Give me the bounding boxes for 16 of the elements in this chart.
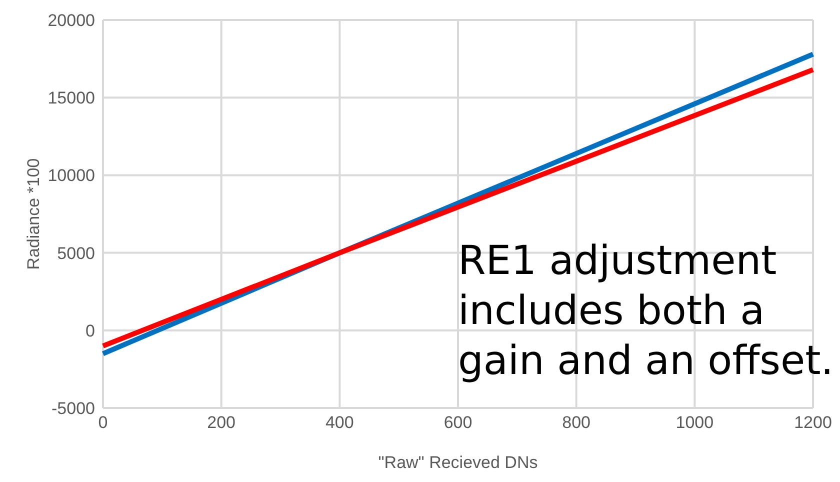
y-tick-label: 10000 <box>48 166 95 186</box>
y-tick-label: 0 <box>86 321 95 340</box>
x-tick-label: 1000 <box>676 413 714 432</box>
x-tick-label: 400 <box>325 413 354 432</box>
x-tick-label: 0 <box>98 413 108 432</box>
y-tick-label: -5000 <box>52 399 95 418</box>
x-tick-label: 1200 <box>794 413 832 432</box>
y-tick-label: 20000 <box>48 11 95 30</box>
y-tick-label: 15000 <box>48 88 95 108</box>
x-tick-label: 600 <box>444 413 472 432</box>
x-axis-title: "Raw" Recieved DNs <box>378 453 538 472</box>
x-tick-label: 800 <box>562 413 591 432</box>
annotation: RE1 adjustment includes both a gain and an offset. <box>458 237 835 386</box>
x-tick-label: 200 <box>207 413 236 432</box>
y-tick-label: 5000 <box>57 244 95 263</box>
y-axis-title: Radiance *100 <box>24 158 44 270</box>
